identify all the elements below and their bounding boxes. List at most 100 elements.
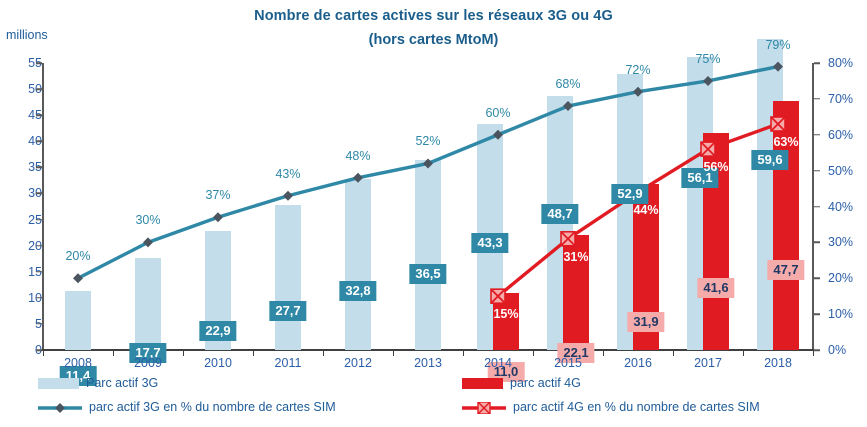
y-axis-right-tick-mark <box>814 205 820 208</box>
y-axis-left-tick-mark <box>36 166 42 169</box>
line-marker-diamond <box>73 273 83 284</box>
bar-4g <box>563 234 589 350</box>
x-axis-label-2011: 2011 <box>274 356 302 370</box>
line-label-4g-2018: 63% <box>773 134 799 149</box>
y-axis-right-tick: 10% <box>828 307 854 322</box>
line-marker-diamond <box>703 75 713 86</box>
line-marker-diamond <box>283 190 293 201</box>
x-axis-tick-mark <box>813 349 815 356</box>
y-axis-right-tick: 0% <box>828 343 847 357</box>
bar-label-3g-2009: 17,7 <box>129 343 167 363</box>
bar-label-3g-2011: 27,7 <box>269 301 307 321</box>
legend-label: parc actif 3G en % du nombre de cartes S… <box>89 400 336 414</box>
y-axis-right-tick: 50% <box>828 163 854 178</box>
x-axis-label-2017: 2017 <box>694 356 722 370</box>
line-marker-diamond <box>563 101 573 112</box>
y-axis-left-tick-mark <box>36 192 42 195</box>
x-axis-tick-mark <box>463 349 465 356</box>
y-axis-left-tick-mark <box>36 270 42 273</box>
chart-legend: Parc actif 3G parc actif 4G parc actif 3G … <box>0 374 867 427</box>
x-axis-tick-mark <box>113 349 115 356</box>
x-axis-tick-mark <box>323 349 325 356</box>
y-axis-right: 0% 10% 20% 30% 40% 50% 60% 70% 80% <box>814 56 867 357</box>
line-label-3g-2008: 20% <box>65 249 91 263</box>
line-label-3g-2013: 52% <box>415 134 441 149</box>
legend-swatch-4g-bar <box>462 377 503 389</box>
y-axis-left-tick-mark <box>36 218 42 221</box>
y-axis-left-tick: 15 <box>28 264 42 279</box>
legend-item-1[interactable]: Parc actif 3G <box>38 376 158 390</box>
plot-right-border <box>812 63 814 350</box>
x-axis-label-2013: 2013 <box>414 356 442 370</box>
bar-label-3g-2016: 52,9 <box>611 184 649 204</box>
line-label-3g-2018: 79% <box>765 37 791 52</box>
legend-marker-cross-icon <box>462 401 506 415</box>
legend-item-4[interactable]: parc actif 4G en % du nombre de cartes S… <box>462 400 760 415</box>
line-marker-diamond <box>423 158 433 169</box>
bar-3g <box>345 178 371 350</box>
bar-label-3g-2015: 48,7 <box>541 204 579 224</box>
x-axis-label-2018: 2018 <box>764 356 792 370</box>
bar-label-3g-2017: 56,1 <box>681 168 719 188</box>
y-axis-left-tick: 10 <box>28 290 42 305</box>
x-axis-tick-mark <box>43 349 45 356</box>
line-marker-cross <box>700 141 716 157</box>
y-axis-left-tick-mark <box>36 323 42 325</box>
x-axis-label-2012: 2012 <box>344 356 372 370</box>
y-axis-right-tick-mark <box>814 134 820 136</box>
line-marker-diamond <box>633 86 643 97</box>
x-axis-tick-mark <box>743 349 745 356</box>
x-axis-tick-mark <box>533 349 535 356</box>
y-axis-left-tick: 35 <box>28 160 42 175</box>
bar-3g <box>275 205 301 350</box>
line-label-4g-2015: 31% <box>563 249 589 264</box>
bar-label-4g-2015: 22,1 <box>557 343 595 363</box>
y-axis-right-tick: 70% <box>828 91 854 106</box>
legend-item-3[interactable]: parc actif 3G en % du nombre de cartes S… <box>38 400 336 414</box>
x-axis-tick-mark <box>253 349 255 356</box>
line-marker-diamond <box>493 129 503 140</box>
bar-label-3g-2014: 43,3 <box>471 233 509 253</box>
y-axis-right-tick-mark <box>814 313 820 315</box>
lines-layer <box>73 61 786 304</box>
bar-4g <box>773 101 799 350</box>
legend-item-2[interactable]: parc actif 4G <box>462 376 581 390</box>
x-axis-tick-mark <box>673 349 675 356</box>
x-axis-label-2010: 2010 <box>204 356 232 370</box>
x-axis-tick-mark <box>393 349 395 356</box>
legend-swatch-3g-bar <box>38 377 79 389</box>
y-axis-right-tick-mark <box>814 98 820 100</box>
y-axis-right-tick: 60% <box>828 127 854 142</box>
line-marker-diamond <box>773 61 783 72</box>
bar-label-3g-2012: 32,8 <box>339 281 377 301</box>
line-marker-diamond <box>143 237 153 248</box>
y-axis-left-tick-mark <box>36 140 42 143</box>
y-axis-right-tick-mark <box>814 349 820 351</box>
y-axis-left-tick-mark <box>36 62 42 64</box>
bar-3g <box>415 159 441 350</box>
line-label-3g-2017: 75% <box>695 51 721 66</box>
x-axis-tick-mark <box>603 349 605 356</box>
y-axis-left-tick-mark <box>36 244 42 247</box>
line-label-4g-2014: 15% <box>493 306 519 321</box>
line-label-3g-2009: 30% <box>135 213 161 228</box>
x-axis-label-2016: 2016 <box>624 356 652 370</box>
x-axis-label-2014: 2014 <box>484 356 512 370</box>
plot-left-border <box>42 63 44 350</box>
bar-label-4g-2018: 47,7 <box>767 260 805 280</box>
x-axis-label-2015: 2015 <box>554 356 582 370</box>
y-axis-right-tick: 40% <box>828 199 854 214</box>
bar-label-3g-2013: 36,5 <box>409 264 447 284</box>
line-marker-cross <box>770 116 786 132</box>
bar-label-4g-2017: 41,6 <box>697 278 735 298</box>
y-axis-right-tick-mark <box>814 169 820 172</box>
legend-label: parc actif 4G en % du nombre de cartes S… <box>513 400 760 414</box>
y-axis-right-tick: 80% <box>828 56 854 70</box>
legend-marker-diamond-icon <box>38 401 82 413</box>
y-axis-right-tick-mark <box>814 241 820 244</box>
legend-label: parc actif 4G <box>510 376 581 390</box>
line-label-4g-2016: 44% <box>633 202 659 217</box>
y-axis-left-tick-mark <box>36 349 42 351</box>
line-label-4g-2017: 56% <box>703 159 729 174</box>
line-label-3g-2016: 72% <box>625 62 651 77</box>
